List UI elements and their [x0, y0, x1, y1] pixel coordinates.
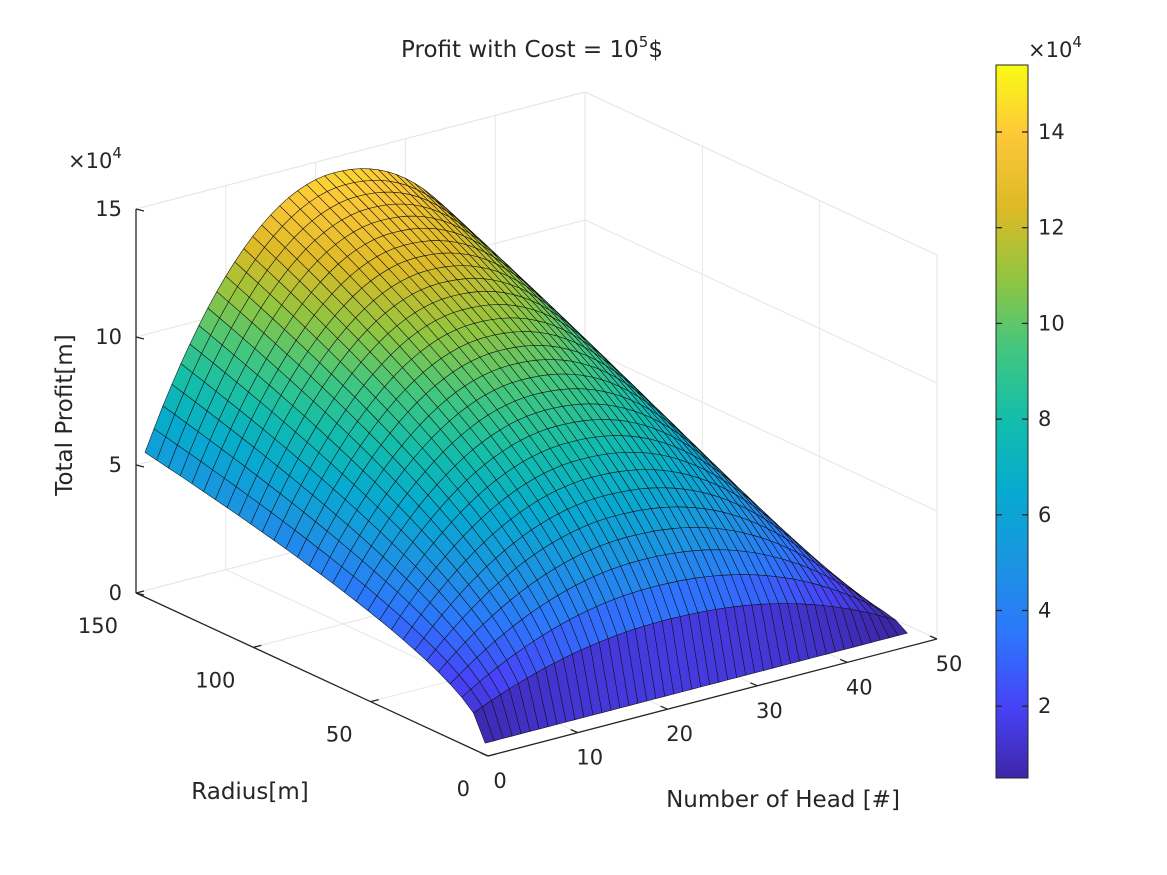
z-axis-multiplier: ×104 [68, 144, 122, 173]
x-tick-label: 30 [756, 699, 783, 723]
y-tick-label: 50 [326, 723, 353, 747]
colorbar-ticks: 2 4 6 8 10 12 14 [996, 120, 1065, 718]
x-tick-mark [929, 635, 938, 640]
chart-title-suffix: $ [648, 37, 663, 63]
y-tick-mark [370, 699, 379, 703]
grid-line [584, 219, 938, 384]
z-tick-label: 5 [109, 453, 122, 477]
colorbar-multiplier: ×104 [1028, 33, 1082, 62]
y-tick-mark [487, 753, 497, 757]
grid-edge [135, 91, 586, 210]
colorbar-tick-label: 12 [1038, 216, 1065, 240]
z-multiplier-base: ×10 [68, 149, 112, 173]
z-tick-label: 15 [95, 197, 122, 221]
colorbar-tick-label: 2 [1038, 694, 1051, 718]
x-tick-label: 0 [493, 769, 506, 793]
y-tick-label: 150 [78, 614, 118, 638]
colorbar-tick-label: 14 [1038, 120, 1065, 144]
grid-line [584, 347, 938, 512]
x-tick-label: 50 [936, 652, 963, 676]
z-multiplier-exponent: 4 [112, 144, 122, 162]
z-tick-mark [135, 464, 145, 468]
colorbar-tick-label: 10 [1038, 311, 1065, 335]
y-tick-label: 0 [457, 777, 470, 801]
x-tick-label: 20 [666, 722, 693, 746]
z-tick-mark [135, 336, 145, 340]
axis-frame [135, 208, 938, 757]
surface-cell [886, 617, 908, 636]
grid-edge [584, 91, 938, 256]
z-tick-label: 0 [109, 581, 122, 605]
x-axis-label: Number of Head [#] [666, 787, 900, 813]
y-tick-mark [253, 644, 262, 648]
z-tick-label: 10 [95, 325, 122, 349]
colorbar-tick-label: 4 [1038, 599, 1051, 623]
x-axis-line [487, 638, 938, 757]
x-tick-mark [839, 658, 848, 663]
chart-title-exponent: 5 [639, 33, 649, 51]
tick-labels: 0 10 20 30 40 50 0 50 100 150 0 5 10 15 [78, 197, 962, 801]
z-tick-mark [135, 208, 145, 212]
x-tick-mark [480, 752, 489, 757]
colorbar-tick-label: 6 [1038, 503, 1051, 527]
y-tick-label: 100 [195, 668, 235, 692]
colorbar-gradient [995, 64, 1029, 779]
colorbar-multiplier-exponent: 4 [1072, 33, 1082, 51]
x-tick-mark [750, 682, 758, 687]
colorbar-multiplier-base: ×10 [1028, 38, 1072, 62]
y-axis-line [135, 592, 489, 757]
chart-title: Profit with Cost = 105$ [401, 33, 663, 63]
colorbar-tick-label: 8 [1038, 407, 1051, 431]
x-tick-mark [570, 729, 579, 734]
x-tick-mark [660, 705, 668, 710]
z-axis-label: Total Profit[m] [52, 334, 78, 496]
y-axis-label: Radius[m] [191, 779, 308, 805]
x-tick-label: 40 [846, 675, 873, 699]
chart-title-main: Profit with Cost = 10 [401, 37, 639, 63]
surface-plot [144, 168, 908, 744]
x-tick-label: 10 [576, 746, 603, 770]
z-tick-mark [135, 592, 145, 596]
